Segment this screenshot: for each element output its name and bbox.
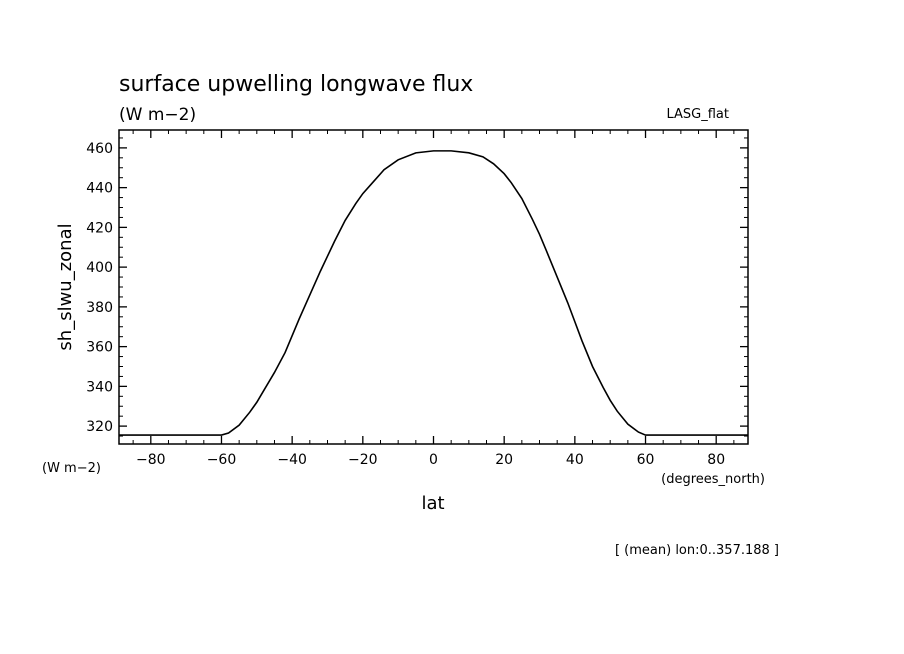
x-tick-label: −60 [207,452,237,468]
y-tick-label: 440 [86,181,113,197]
chart-title: surface upwelling longwave flux [119,72,473,97]
x-tick-label: 60 [637,452,655,468]
y-tick-label: 380 [86,300,113,316]
footnote: [ (mean) lon:0..357.188 ] [615,543,779,558]
y-axis-label: sh_slwu_zonal [55,223,76,350]
plot-frame [118,129,749,445]
x-tick-label: −20 [348,452,378,468]
x-tick-label: 80 [707,452,725,468]
chart-units: (W m−2) [119,105,196,125]
y-axis-units: (W m−2) [42,461,101,476]
x-axis-tick-labels: −80 −60 −40 −20 0 20 40 60 80 [136,452,725,468]
series-line [119,150,748,436]
x-tick-label: 0 [429,452,438,468]
y-axis-tick-labels: 320 340 360 380 400 420 440 460 [86,141,113,435]
y-tick-label: 460 [86,141,113,157]
y-tick-label: 420 [86,220,113,236]
y-axis-ticks [119,137,748,437]
x-tick-label: −40 [277,452,307,468]
y-tick-label: 340 [86,379,113,395]
x-axis-label: lat [421,493,444,514]
x-tick-label: 20 [495,452,513,468]
x-tick-label: 40 [566,452,584,468]
x-tick-label: −80 [136,452,166,468]
y-tick-label: 400 [86,260,113,276]
y-tick-label: 320 [86,419,113,435]
x-axis-units: (degrees_north) [661,472,765,487]
y-tick-label: 360 [86,340,113,356]
dataset-label: LASG_flat [666,107,729,122]
x-axis-ticks [132,130,735,444]
